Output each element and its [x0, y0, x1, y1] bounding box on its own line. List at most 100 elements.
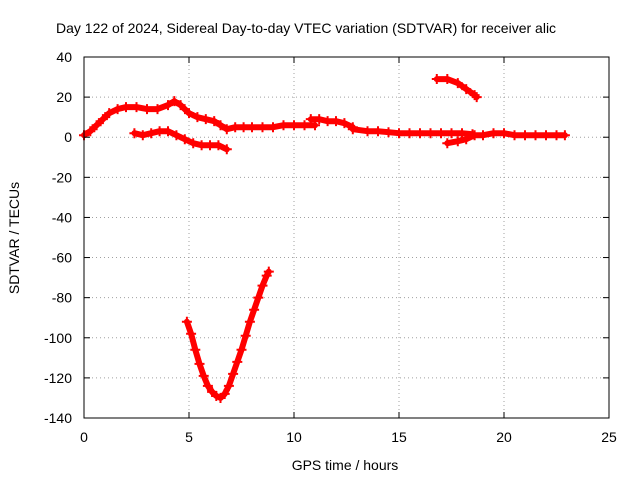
chart-title: Day 122 of 2024, Sidereal Day-to-day VTE…	[56, 20, 556, 36]
data-point	[163, 100, 173, 111]
data-point	[213, 140, 224, 151]
axis-ticks	[83, 56, 610, 419]
data-point	[278, 120, 289, 131]
y-tick-label: -20	[52, 169, 72, 185]
data-point	[247, 122, 257, 133]
data-point	[205, 140, 215, 151]
data-point	[179, 134, 190, 145]
data-point	[192, 112, 203, 123]
data-point	[263, 266, 274, 277]
data-point	[471, 92, 482, 103]
data-point	[299, 120, 310, 131]
data-point	[404, 128, 415, 139]
data-point	[186, 328, 197, 339]
data-point	[181, 316, 192, 327]
data-point	[121, 102, 131, 113]
data-point	[209, 116, 220, 127]
y-tick-label: 0	[64, 129, 72, 145]
data-point	[190, 344, 201, 355]
data-point	[559, 130, 570, 141]
data-point	[91, 120, 102, 131]
data-point	[223, 380, 234, 391]
y-tick-label: -120	[44, 370, 72, 386]
data-point	[152, 104, 163, 115]
data-point	[200, 114, 211, 125]
data-point	[452, 78, 463, 89]
data-point	[169, 96, 180, 107]
data-point	[85, 126, 96, 137]
data-point	[244, 316, 255, 327]
y-tick-label: -60	[52, 250, 72, 266]
data-point	[137, 130, 148, 141]
data-point	[249, 304, 260, 315]
data-point	[257, 122, 268, 133]
data-point	[202, 380, 213, 391]
x-tick-label: 25	[601, 429, 617, 445]
data-point	[394, 128, 404, 139]
data-point	[362, 126, 373, 137]
data-point	[478, 130, 488, 141]
data-point	[196, 140, 207, 151]
data-point	[232, 356, 243, 367]
data-point	[240, 330, 251, 341]
x-tick-label: 0	[80, 429, 88, 445]
y-tick-label: -140	[44, 410, 72, 426]
data-point	[236, 344, 247, 355]
data-point	[383, 127, 394, 138]
data-point	[469, 130, 480, 141]
data-point	[425, 128, 436, 139]
data-point	[175, 100, 186, 111]
data-point	[221, 144, 232, 155]
data-point	[461, 84, 472, 95]
data-point	[520, 130, 530, 141]
data-point	[154, 126, 165, 137]
x-tick-label: 10	[286, 429, 302, 445]
x-axis-label: GPS time / hours	[292, 457, 399, 473]
data-point	[339, 118, 350, 129]
grid-lines	[84, 57, 609, 418]
data-point	[188, 138, 199, 149]
data-point	[499, 128, 509, 139]
data-point	[257, 280, 268, 291]
data-point	[457, 128, 467, 139]
data-point	[446, 128, 457, 139]
data-point	[97, 114, 108, 125]
data-point	[142, 104, 152, 115]
data-point	[469, 90, 480, 101]
data-point	[373, 126, 383, 137]
data-point	[488, 128, 499, 139]
data-point	[347, 124, 358, 135]
data-point	[215, 120, 226, 131]
data-point	[431, 74, 442, 85]
data-point	[198, 370, 209, 381]
data-point	[442, 74, 453, 85]
data-point	[551, 130, 562, 141]
data-point	[104, 108, 115, 119]
series-track-1	[81, 98, 318, 139]
data-point	[230, 122, 241, 133]
data-point	[171, 130, 182, 141]
y-tick-label: -80	[52, 290, 72, 306]
y-tick-label: 20	[56, 89, 72, 105]
data-point	[436, 128, 446, 139]
data-point	[238, 122, 249, 133]
x-tick-label: 5	[185, 429, 193, 445]
data-point	[289, 120, 299, 131]
data-point	[331, 116, 341, 127]
y-tick-label: -40	[52, 209, 72, 225]
data-point	[163, 126, 173, 137]
data-point	[461, 134, 472, 145]
y-axis-label: SDTVAR / TECUs	[6, 182, 22, 294]
data-point	[442, 138, 453, 149]
series-track-6	[183, 268, 272, 401]
data-point	[253, 292, 264, 303]
data-point	[305, 114, 316, 125]
data-point	[452, 136, 463, 147]
plot-frame	[83, 56, 610, 419]
data-point	[146, 128, 157, 139]
data-point	[194, 358, 205, 369]
data-point	[530, 130, 541, 141]
data-point	[219, 388, 230, 399]
y-tick-label: 40	[56, 49, 72, 65]
